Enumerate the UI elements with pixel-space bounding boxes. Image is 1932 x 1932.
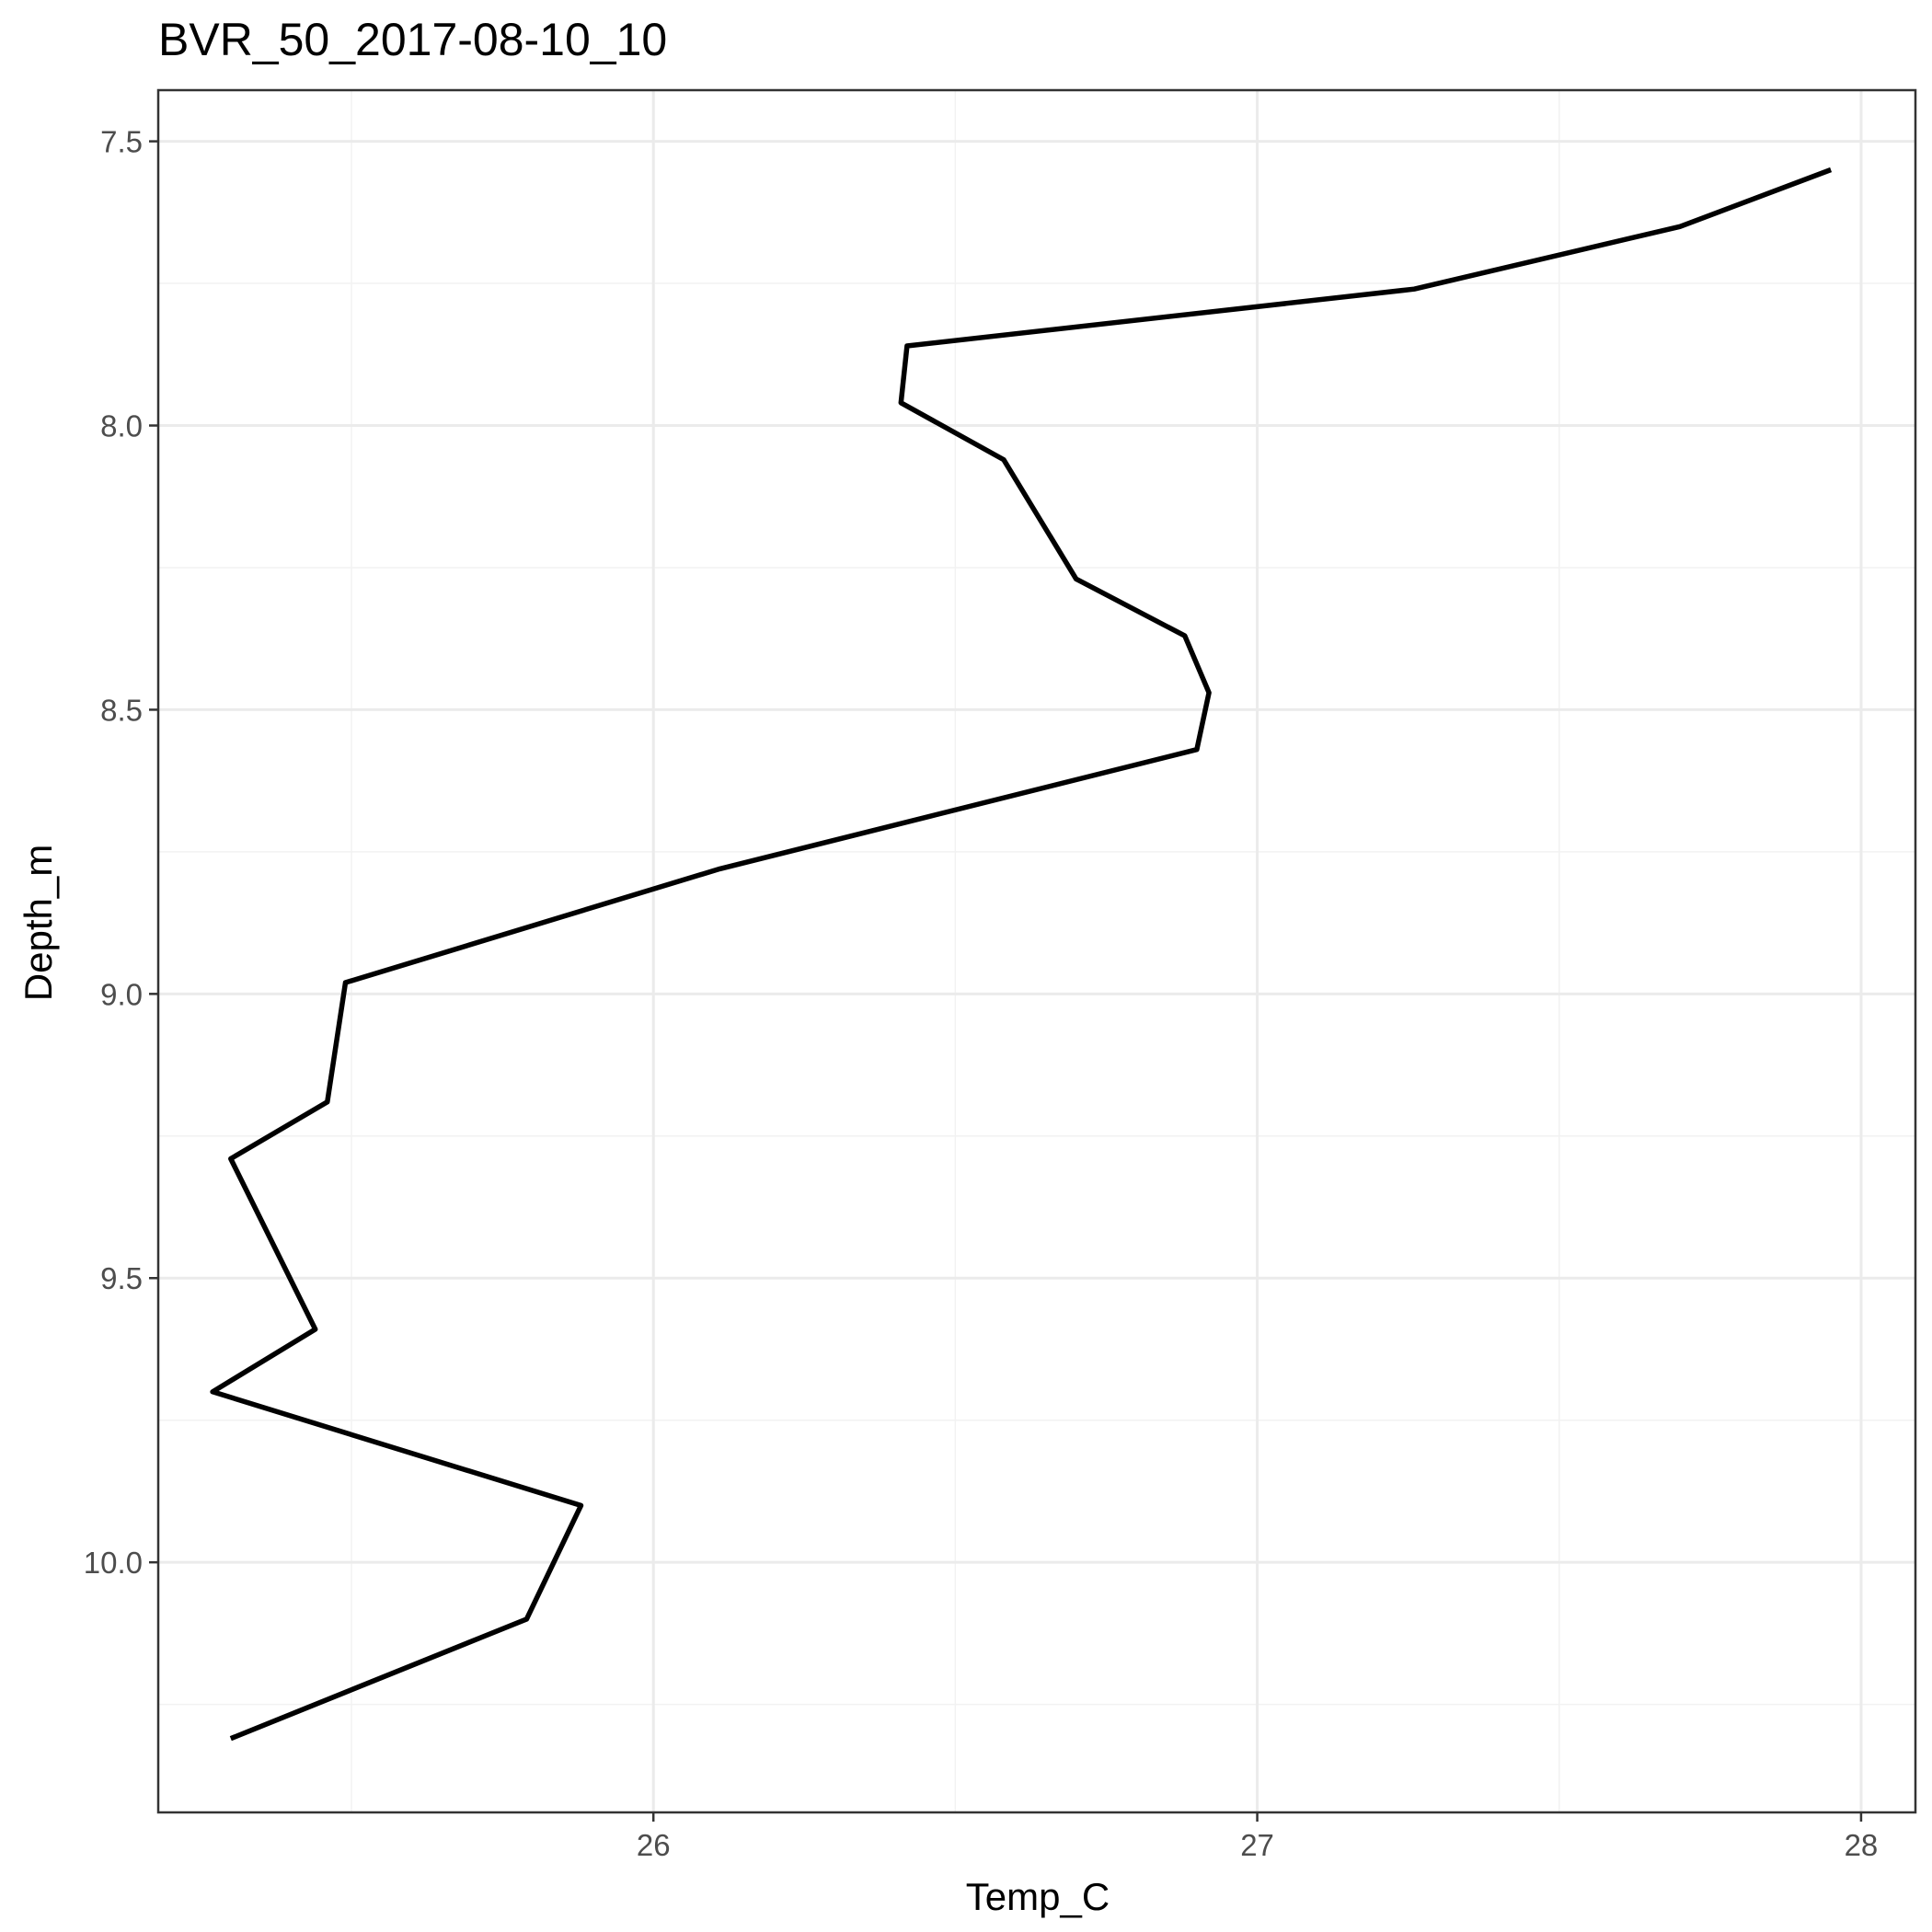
axis-ticks — [149, 140, 1863, 1822]
y-tick-label: 8.5 — [100, 693, 143, 727]
series-layer — [210, 167, 1833, 1742]
x-tick-label: 28 — [1845, 1828, 1879, 1862]
grid-lines — [158, 90, 1915, 1812]
x-tick-label: 26 — [637, 1828, 671, 1862]
y-axis-tick-labels: 7.5 8.0 8.5 9.0 9.5 10.0 — [84, 125, 143, 1581]
y-axis-title: Depth_m — [17, 845, 60, 1001]
y-tick-label: 8.0 — [100, 409, 143, 443]
x-axis-tick-labels: 26 27 28 — [637, 1828, 1878, 1862]
series-points — [213, 169, 1832, 1739]
x-axis-title: Temp_C — [966, 1875, 1110, 1918]
y-tick-label: 9.0 — [100, 977, 143, 1011]
panel-border — [156, 88, 1917, 1814]
y-tick-label: 10.0 — [84, 1546, 143, 1580]
x-tick-label: 27 — [1240, 1828, 1274, 1862]
chart-title: BVR_50_2017-08-10_10 — [158, 14, 667, 65]
plot-panel — [158, 90, 1915, 1812]
series-line — [210, 167, 1833, 1742]
y-tick-label: 9.5 — [100, 1261, 143, 1295]
y-tick-label: 7.5 — [100, 125, 143, 159]
